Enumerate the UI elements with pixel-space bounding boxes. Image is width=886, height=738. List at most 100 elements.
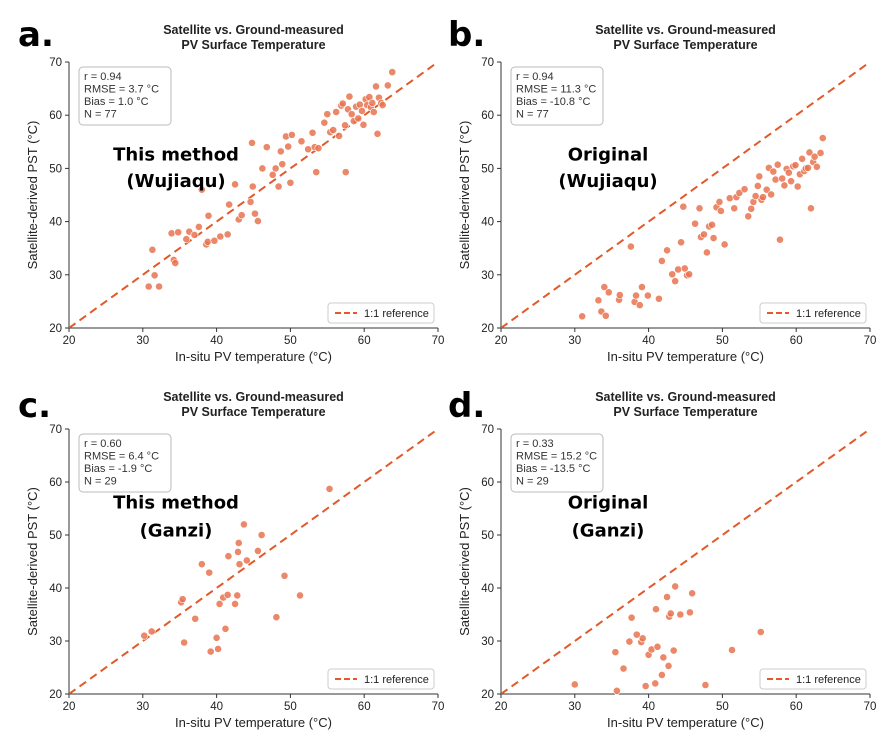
data-point <box>679 202 688 211</box>
data-point <box>246 198 255 206</box>
data-point <box>147 627 156 636</box>
x-tick-label: 50 <box>284 335 297 347</box>
data-point <box>206 647 215 656</box>
data-point <box>784 168 793 177</box>
data-point <box>287 130 296 139</box>
data-point <box>762 185 771 194</box>
chart-subtitle: PV Surface Temperature <box>613 405 757 419</box>
stats-box <box>78 66 172 126</box>
data-point <box>730 204 739 213</box>
data-point <box>787 177 795 186</box>
data-point <box>612 686 621 695</box>
data-point <box>276 147 285 156</box>
data-point <box>635 301 644 310</box>
data-point <box>248 182 257 191</box>
stats-line: r = 0.94 <box>84 71 122 83</box>
data-point <box>604 288 613 297</box>
data-point <box>780 181 789 190</box>
data-point <box>668 270 677 279</box>
x-tick-label: 60 <box>790 335 803 347</box>
data-point <box>368 99 377 107</box>
data-point <box>262 143 271 152</box>
data-point <box>272 613 281 622</box>
data-point <box>771 175 780 184</box>
data-point <box>332 108 341 116</box>
chart-title: Satellite vs. Ground-measured <box>595 23 776 37</box>
legend-box <box>327 302 435 324</box>
data-point <box>671 582 680 591</box>
x-axis-label: In-situ PV temperature (°C) <box>175 349 332 364</box>
x-tick-label: 70 <box>864 335 877 347</box>
stats-line: N = 29 <box>84 476 117 488</box>
data-point <box>358 107 366 115</box>
stats-line: Bias = -1.9 °C <box>84 463 152 475</box>
data-point <box>312 168 321 177</box>
y-tick-label: 70 <box>481 57 494 69</box>
legend-box <box>327 668 435 690</box>
y-tick-label: 30 <box>49 636 62 648</box>
data-point <box>793 182 802 191</box>
data-point <box>769 167 778 176</box>
panel-letter: a. <box>18 15 54 55</box>
y-axis-label: Satellite-derived PST (°C) <box>457 487 472 636</box>
data-point <box>383 81 392 90</box>
x-tick-label: 70 <box>432 701 445 713</box>
data-point <box>258 164 267 173</box>
data-point <box>223 230 232 239</box>
data-point <box>701 681 710 689</box>
data-point <box>190 230 199 239</box>
data-point <box>335 132 344 140</box>
data-point <box>767 190 776 199</box>
data-point <box>225 200 234 209</box>
data-point <box>231 180 239 189</box>
data-point <box>671 277 680 286</box>
data-point <box>700 230 708 239</box>
reference-line <box>501 62 870 328</box>
stats-line: RMSE = 11.3 °C <box>516 84 596 96</box>
data-point <box>791 161 800 170</box>
y-tick-label: 70 <box>49 424 62 436</box>
legend-label: 1:1 reference <box>364 308 429 320</box>
data-point <box>677 238 685 247</box>
data-point <box>320 118 329 127</box>
data-point <box>378 101 387 109</box>
stats-line: RMSE = 15.2 °C <box>516 451 597 463</box>
stats-line: Bias = 1.0 °C <box>84 96 149 108</box>
data-point <box>641 682 650 690</box>
data-point <box>231 600 239 608</box>
data-point <box>685 270 694 279</box>
data-point <box>715 198 724 206</box>
data-point <box>254 217 262 225</box>
stats-box <box>510 433 604 493</box>
x-axis-label: In-situ PV temperature (°C) <box>607 715 764 730</box>
data-point <box>268 170 277 179</box>
stats-line: N = 77 <box>84 109 117 121</box>
data-point <box>657 257 666 265</box>
x-tick-label: 60 <box>790 701 803 713</box>
stats-line: RMSE = 3.7 °C <box>84 84 159 96</box>
x-tick-label: 60 <box>358 335 371 347</box>
data-point <box>653 642 662 651</box>
method-sublabel: (Ganzi) <box>572 521 645 542</box>
panel-letter: c. <box>18 386 51 426</box>
data-point <box>807 204 815 213</box>
data-point <box>341 121 349 130</box>
data-point <box>215 600 224 608</box>
data-point <box>625 637 634 646</box>
method-label: Original <box>568 493 649 514</box>
stats-line: Bias = -13.5 °C <box>516 463 590 475</box>
data-point <box>191 614 200 623</box>
data-point <box>221 624 230 633</box>
data-point <box>703 248 711 257</box>
data-point <box>341 168 350 177</box>
data-point <box>709 234 718 242</box>
y-tick-label: 40 <box>481 217 494 229</box>
data-point <box>171 259 180 267</box>
data-point <box>652 605 660 614</box>
data-point <box>680 264 689 273</box>
stats-line: N = 77 <box>516 109 549 121</box>
x-tick-label: 20 <box>495 335 508 347</box>
panel-letter: d. <box>448 386 485 426</box>
